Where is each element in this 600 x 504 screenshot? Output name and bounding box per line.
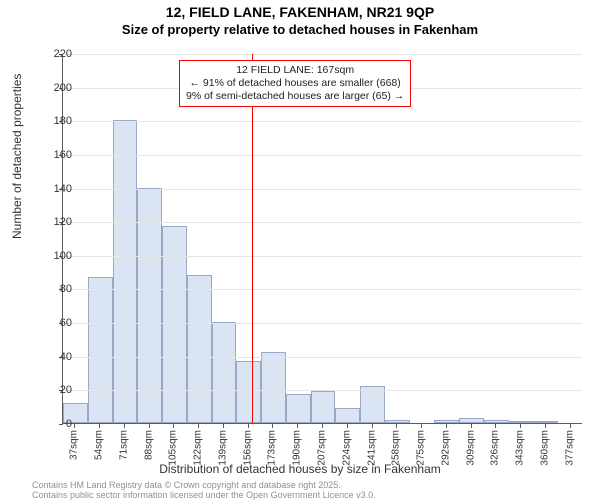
xtick-mark	[99, 424, 100, 428]
xtick-mark	[347, 424, 348, 428]
ytick-label: 60	[32, 317, 72, 329]
annotation-line1: 12 FIELD LANE: 167sqm	[186, 64, 404, 77]
footer-line2: Contains public sector information licen…	[32, 490, 376, 500]
ytick-label: 20	[32, 384, 72, 396]
gridline-h	[63, 256, 582, 257]
xtick-label: 88sqm	[143, 430, 154, 460]
xtick-mark	[173, 424, 174, 428]
annotation-line2: ← 91% of detached houses are smaller (66…	[186, 77, 404, 90]
ytick-label: 200	[32, 82, 72, 94]
xtick-mark	[272, 424, 273, 428]
ytick-label: 80	[32, 283, 72, 295]
chart-title-line1: 12, FIELD LANE, FAKENHAM, NR21 9QP	[0, 4, 600, 20]
histogram-bar	[311, 391, 336, 423]
xtick-label: 360sqm	[539, 430, 550, 466]
histogram-bar	[533, 421, 558, 423]
xtick-mark	[396, 424, 397, 428]
xtick-label: 292sqm	[440, 430, 451, 466]
gridline-h	[63, 189, 582, 190]
gridline-h	[63, 357, 582, 358]
xtick-mark	[198, 424, 199, 428]
histogram-bar	[385, 420, 410, 423]
ytick-label: 120	[32, 216, 72, 228]
xtick-label: 343sqm	[515, 430, 526, 466]
xtick-mark	[248, 424, 249, 428]
histogram-bar	[434, 420, 459, 423]
annotation-box: 12 FIELD LANE: 167sqm ← 91% of detached …	[179, 60, 411, 107]
gridline-h	[63, 121, 582, 122]
xtick-mark	[149, 424, 150, 428]
xtick-label: 105sqm	[168, 430, 179, 466]
xtick-mark	[297, 424, 298, 428]
histogram-bar	[261, 352, 286, 423]
xtick-mark	[471, 424, 472, 428]
xtick-label: 377sqm	[564, 430, 575, 466]
plot-area: 12 FIELD LANE: 167sqm ← 91% of detached …	[62, 54, 582, 424]
histogram-bar	[236, 361, 261, 423]
xtick-mark	[570, 424, 571, 428]
annotation-line3: 9% of semi-detached houses are larger (6…	[186, 90, 404, 103]
xtick-mark	[322, 424, 323, 428]
xtick-mark	[74, 424, 75, 428]
ytick-label: 220	[32, 48, 72, 60]
ytick-label: 100	[32, 250, 72, 262]
xtick-mark	[545, 424, 546, 428]
xtick-label: 258sqm	[391, 430, 402, 466]
histogram-bar	[335, 408, 360, 423]
ytick-label: 160	[32, 149, 72, 161]
xtick-label: 71sqm	[118, 430, 129, 460]
ytick-label: 140	[32, 183, 72, 195]
reference-line	[252, 54, 253, 423]
histogram-bar	[88, 277, 113, 423]
ytick-label: 0	[32, 418, 72, 430]
gridline-h	[63, 222, 582, 223]
gridline-h	[63, 54, 582, 55]
chart-area: 12 FIELD LANE: 167sqm ← 91% of detached …	[62, 54, 582, 424]
gridline-h	[63, 155, 582, 156]
xtick-label: 224sqm	[341, 430, 352, 466]
xtick-mark	[124, 424, 125, 428]
xtick-mark	[223, 424, 224, 428]
histogram-bar	[509, 421, 534, 423]
xtick-mark	[495, 424, 496, 428]
xtick-label: 241sqm	[366, 430, 377, 466]
xtick-label: 54sqm	[94, 430, 105, 460]
xtick-label: 207sqm	[317, 430, 328, 466]
xtick-label: 139sqm	[217, 430, 228, 466]
xtick-label: 275sqm	[416, 430, 427, 466]
xtick-mark	[446, 424, 447, 428]
xtick-label: 156sqm	[242, 430, 253, 466]
histogram-bar	[286, 394, 311, 423]
gridline-h	[63, 323, 582, 324]
xtick-label: 326sqm	[490, 430, 501, 466]
xtick-label: 37sqm	[69, 430, 80, 460]
y-axis-label: Number of detached properties	[10, 74, 24, 239]
chart-title-line2: Size of property relative to detached ho…	[0, 22, 600, 37]
histogram-bar	[187, 275, 212, 423]
histogram-bar	[113, 120, 138, 423]
gridline-h	[63, 289, 582, 290]
ytick-label: 180	[32, 115, 72, 127]
xtick-label: 173sqm	[267, 430, 278, 466]
footer-attribution: Contains HM Land Registry data © Crown c…	[32, 480, 376, 501]
histogram-bar	[212, 322, 237, 423]
x-axis-label: Distribution of detached houses by size …	[0, 462, 600, 476]
xtick-mark	[372, 424, 373, 428]
xtick-label: 309sqm	[465, 430, 476, 466]
histogram-bar	[484, 420, 509, 423]
ytick-label: 40	[32, 351, 72, 363]
xtick-label: 190sqm	[292, 430, 303, 466]
xtick-mark	[421, 424, 422, 428]
xtick-label: 122sqm	[193, 430, 204, 466]
histogram-bar	[459, 418, 484, 423]
footer-line1: Contains HM Land Registry data © Crown c…	[32, 480, 376, 490]
gridline-h	[63, 390, 582, 391]
xtick-mark	[520, 424, 521, 428]
histogram-bar	[360, 386, 385, 423]
